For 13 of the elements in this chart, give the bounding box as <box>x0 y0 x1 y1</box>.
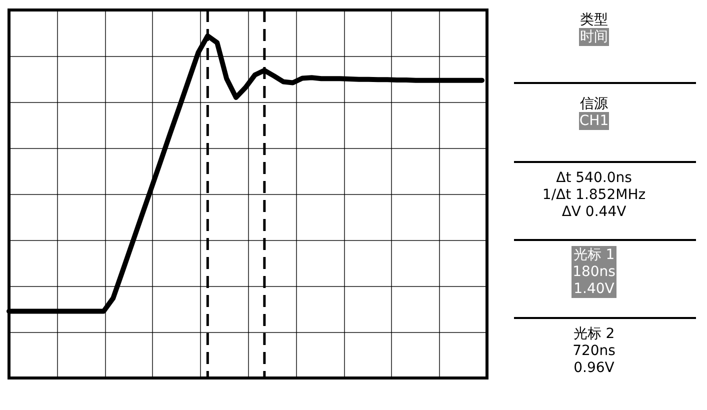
text: CH1 <box>579 113 609 129</box>
text: 时间 <box>580 29 608 45</box>
text: 信源 <box>580 96 608 112</box>
text: 1/Δt 1.852MHz <box>542 187 646 203</box>
text: Δt 540.0ns <box>556 170 632 186</box>
text: 1.40V <box>574 281 615 297</box>
text: 光标 1 <box>573 247 615 263</box>
text: 0.96V <box>574 360 615 376</box>
text: ΔV 0.44V <box>562 204 627 220</box>
text: 180ns <box>572 264 616 280</box>
text: 720ns <box>572 343 616 359</box>
text: 类型 <box>580 12 608 28</box>
text: 光标 2 <box>573 326 615 342</box>
